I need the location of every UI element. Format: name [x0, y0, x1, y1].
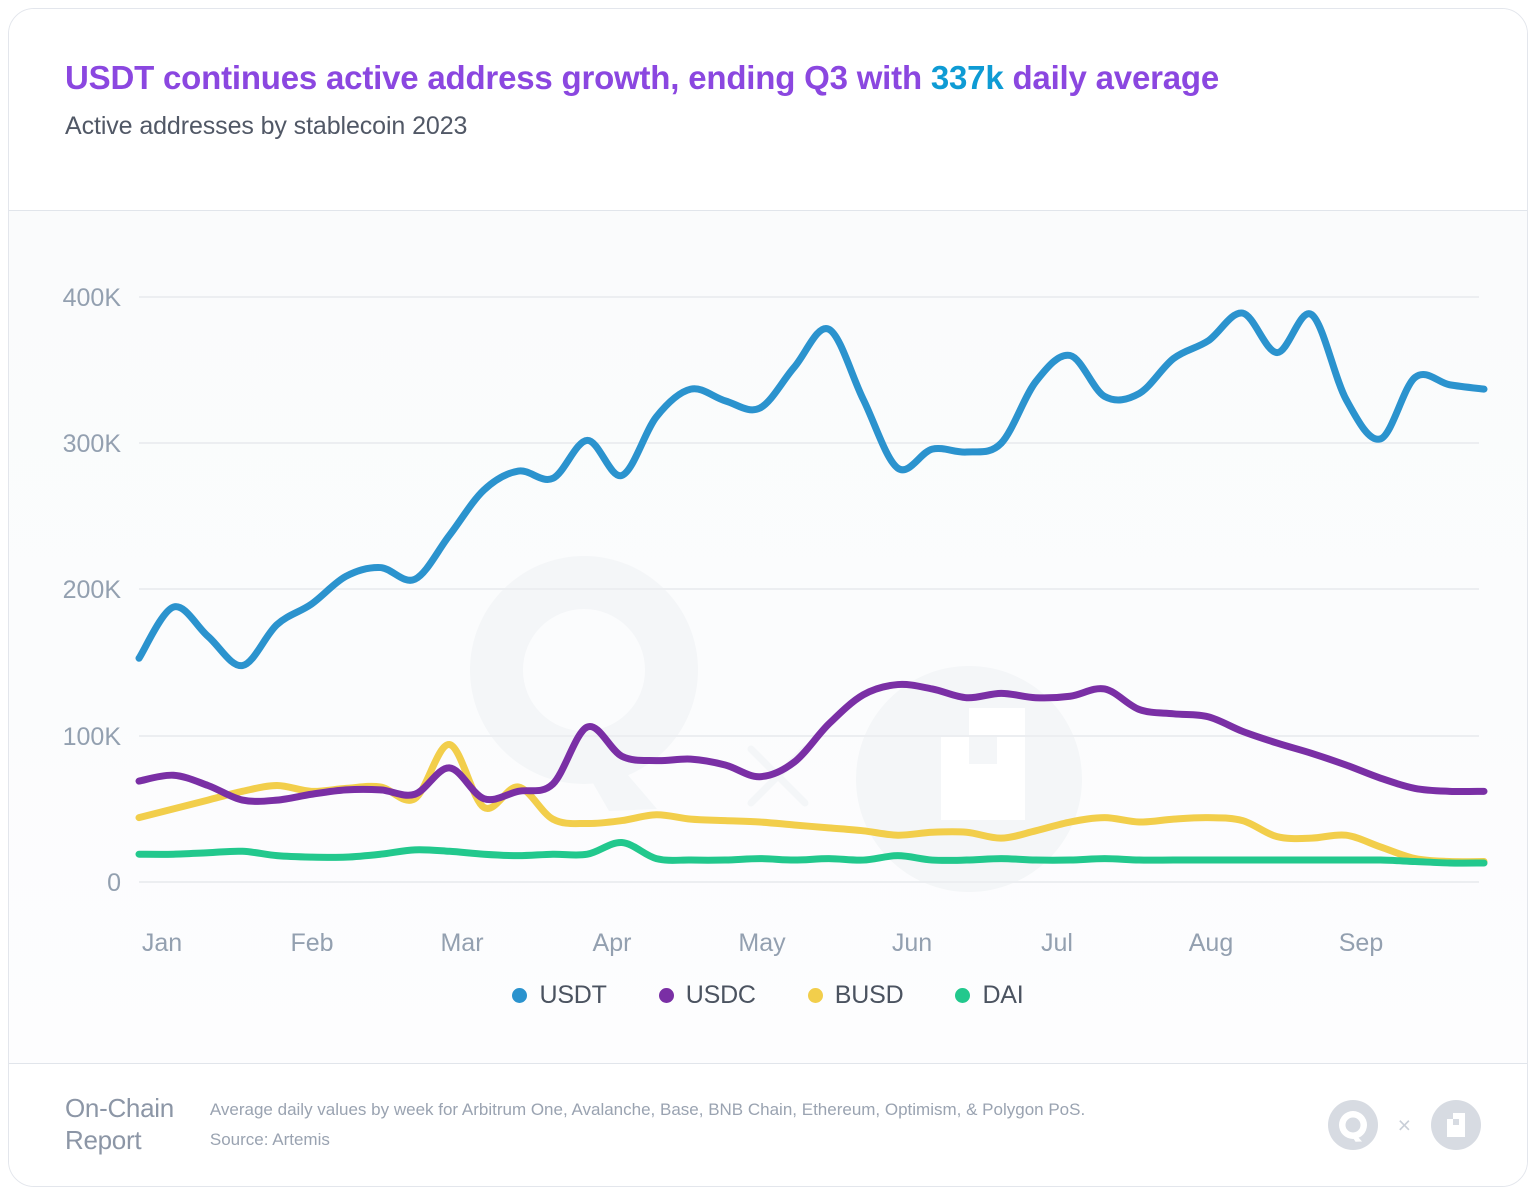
series-line-usdt: [135, 309, 1488, 670]
legend-item-busd[interactable]: BUSD: [807, 981, 904, 1010]
legend-label-dai: DAI: [982, 981, 1024, 1009]
footer-note: Average daily values by week for Arbitru…: [209, 1100, 1086, 1120]
y-tick-400k: 400K: [63, 284, 122, 312]
logo-separator-x: ×: [1397, 1111, 1411, 1138]
legend-dot-usdc: [658, 988, 674, 1003]
x-tick-jun: Jun: [892, 929, 932, 957]
legend-dot-usdt: [512, 988, 528, 1003]
title-highlight-value: 337k: [930, 59, 1004, 96]
legend-label-usdt: USDT: [539, 981, 607, 1009]
line-chart: 400K 300K 200K 100K 0 Jan Feb Mar Apr Ma…: [63, 284, 1488, 957]
title-text-post: daily average: [1003, 59, 1220, 96]
footer-source: Source: Artemis: [209, 1130, 330, 1149]
chart-body: 400K 300K 200K 100K 0 Jan Feb Mar Apr Ma…: [9, 211, 1527, 1063]
card-header: USDT continues active address growth, en…: [9, 9, 1527, 211]
legend-item-usdc[interactable]: USDC: [658, 981, 756, 1010]
y-tick-100k: 100K: [63, 723, 122, 751]
footer-note-block: Average daily values by week for Arbitru…: [210, 1095, 1328, 1155]
title-text-pre: USDT continues active address growth, en…: [65, 59, 931, 96]
artemis-logo-icon: [1431, 1100, 1481, 1150]
legend-dot-dai: [955, 988, 971, 1003]
footer-logos: ×: [1327, 1100, 1481, 1150]
brand-line-2: Report: [65, 1125, 142, 1155]
card-footer: On-Chain Report Average daily values by …: [9, 1063, 1527, 1186]
x-tick-feb: Feb: [290, 929, 333, 957]
artemis-logo-glyph: [1447, 1113, 1465, 1137]
q-logo-icon: [1327, 1100, 1378, 1150]
series-line-usdc: [135, 680, 1488, 805]
x-tick-apr: Apr: [593, 929, 632, 957]
x-tick-aug: Aug: [1189, 929, 1233, 957]
y-tick-0: 0: [107, 869, 121, 897]
y-tick-300k: 300K: [63, 430, 122, 458]
x-tick-jul: Jul: [1041, 929, 1073, 957]
brand-name: On-Chain Report: [65, 1093, 174, 1157]
x-axis-labels: Jan Feb Mar Apr May Jun Jul Aug Sep: [142, 929, 1383, 957]
y-axis-labels: 400K 300K 200K 100K 0: [63, 284, 122, 897]
x-tick-sep: Sep: [1339, 929, 1383, 957]
legend-label-busd: BUSD: [834, 981, 904, 1009]
brand-line-1: On-Chain: [65, 1093, 174, 1124]
chart-card: USDT continues active address growth, en…: [8, 8, 1528, 1187]
series-line-dai: [135, 839, 1488, 867]
x-tick-jan: Jan: [142, 929, 182, 957]
legend-label-usdc: USDC: [685, 981, 756, 1009]
y-tick-200k: 200K: [63, 576, 122, 604]
page-title: USDT continues active address growth, en…: [65, 57, 1471, 98]
series-line-busd: [135, 741, 1488, 866]
legend-dot-busd: [807, 988, 823, 1003]
legend-item-usdt[interactable]: USDT: [512, 981, 607, 1010]
chart-legend: USDT USDC BUSD DAI: [9, 981, 1527, 1010]
legend-item-dai[interactable]: DAI: [955, 981, 1024, 1010]
gridlines: [139, 296, 1479, 883]
q-logo-glyph: [1338, 1111, 1367, 1142]
x-tick-may: May: [738, 929, 786, 957]
x-tick-mar: Mar: [440, 929, 483, 957]
page-subtitle: Active addresses by stablecoin 2023: [65, 112, 468, 141]
